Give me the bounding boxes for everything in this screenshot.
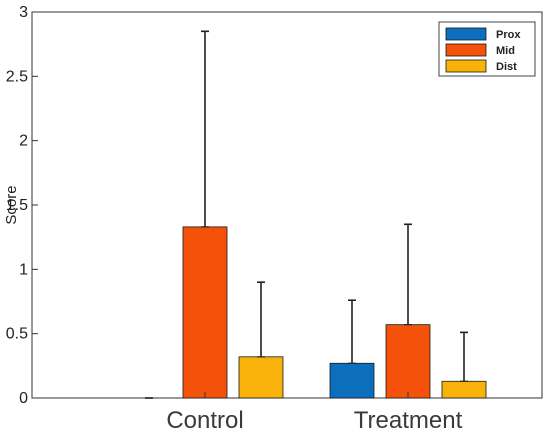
bar-dist-control bbox=[238, 356, 284, 399]
x-category-label: Control bbox=[166, 407, 243, 434]
legend-swatch-prox bbox=[445, 27, 487, 41]
legend-label-mid: Mid bbox=[496, 45, 515, 57]
y-axis-ticks: 0 0.5 1 1.5 2 2.5 3 bbox=[6, 4, 38, 407]
bar-mid-treatment bbox=[385, 324, 431, 399]
y-tick-label: 1.5 bbox=[6, 197, 28, 214]
legend: Prox Mid Dist bbox=[438, 21, 536, 77]
y-tick-label: 0 bbox=[19, 390, 28, 407]
y-axis-label: Score bbox=[3, 185, 20, 224]
y-tick-label: 2.5 bbox=[6, 68, 28, 85]
legend-swatch-dist bbox=[445, 59, 487, 73]
legend-label-prox: Prox bbox=[496, 29, 521, 41]
bar-series bbox=[182, 226, 487, 399]
legend-label-dist: Dist bbox=[496, 61, 517, 73]
legend-swatch-mid bbox=[445, 43, 487, 57]
y-tick-label: 2 bbox=[19, 133, 28, 150]
x-axis-categories: Control Treatment bbox=[166, 392, 463, 434]
bar-dist-treatment bbox=[441, 380, 487, 399]
bar-mid-control bbox=[182, 226, 228, 399]
bar-prox-treatment bbox=[329, 362, 375, 399]
y-tick-label: 3 bbox=[19, 4, 28, 21]
y-tick-label: 1 bbox=[19, 261, 28, 278]
error-bars bbox=[145, 30, 468, 399]
x-category-label: Treatment bbox=[354, 407, 463, 434]
y-tick-label: 0.5 bbox=[6, 326, 28, 343]
